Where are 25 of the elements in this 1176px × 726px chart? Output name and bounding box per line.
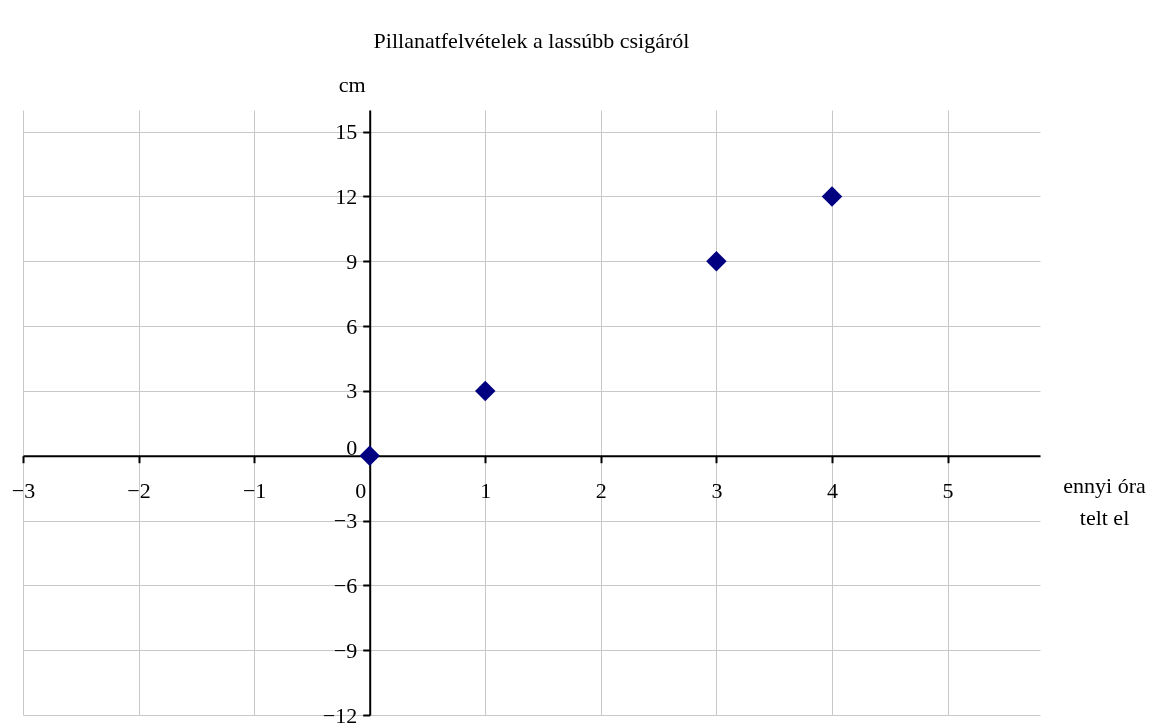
y-axis-title: cm bbox=[338, 71, 366, 97]
y-tick-label: 3 bbox=[346, 378, 358, 404]
y-tick-label: −12 bbox=[322, 702, 358, 726]
x-tick-label: 1 bbox=[480, 478, 492, 504]
y-tick-label: 6 bbox=[346, 313, 358, 339]
y-tick-label: −9 bbox=[333, 637, 358, 663]
x-tick-label: −1 bbox=[242, 478, 267, 504]
x-tick-label: 4 bbox=[826, 478, 838, 504]
chart-title: Pillanatfelvételek a lassúbb csigáról bbox=[373, 28, 690, 53]
point bbox=[821, 186, 843, 207]
y-tick-label: 9 bbox=[346, 248, 358, 274]
y-tick-label: −6 bbox=[333, 572, 358, 598]
x-tick-label: 2 bbox=[595, 478, 607, 504]
point bbox=[359, 445, 380, 466]
x-tick-label: −2 bbox=[127, 478, 151, 504]
y-tick-label: 12 bbox=[335, 183, 358, 209]
x-tick-label: 5 bbox=[942, 478, 954, 504]
point bbox=[475, 380, 496, 402]
point bbox=[706, 251, 727, 272]
x-tick-label: 3 bbox=[711, 478, 723, 504]
x-axis-title: ennyi óra telt el bbox=[1063, 473, 1146, 531]
x-tick-label: −3 bbox=[11, 478, 36, 504]
y-tick-label: −3 bbox=[333, 508, 358, 534]
y-tick-label: 0 bbox=[346, 435, 358, 461]
y-tick-label: 15 bbox=[335, 119, 358, 145]
